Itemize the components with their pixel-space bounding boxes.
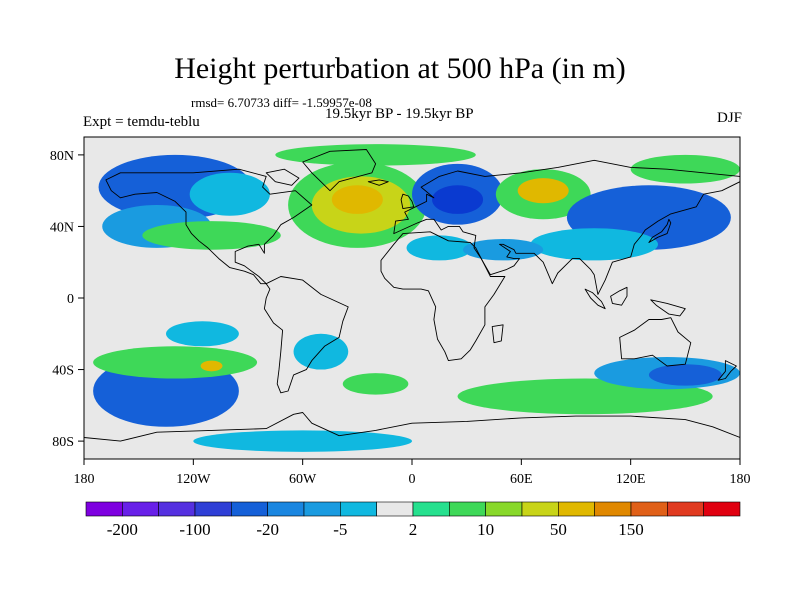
anomaly-region-14 [530,228,658,261]
colorbar-swatch [194,501,232,517]
coastline-baffin [265,168,300,186]
period-label: 19.5kyr BP - 19.5kyr BP [325,106,474,122]
colorbar-label: -5 [333,520,347,539]
lat-tick-label: 80N [50,149,74,164]
colorbar-swatch [303,501,341,517]
colorbar-swatch [158,501,196,517]
lon-tick-label: 120W [176,472,211,487]
coastline-north-america [105,168,313,285]
colorbar-swatch [558,501,595,517]
lon-tick-label: 60W [289,472,317,487]
anomaly-region-20 [293,333,349,370]
anomaly-region-5 [331,185,383,214]
colorbar-label: -200 [107,520,138,539]
colorbar-label: -20 [256,520,279,539]
coastline-uk [400,193,415,210]
colorbar-swatch [376,501,414,517]
anomaly-region-18 [93,346,258,379]
anomaly-region-15 [630,154,740,184]
anomaly-region-6 [275,144,476,166]
lon-tick-label: 180 [74,472,95,487]
coastline-new-guinea [650,299,686,317]
lon-tick-label: 60E [510,472,533,487]
colorbar-swatch [231,501,268,517]
colorbar: -200 -100 -20 -5 2 10 50 150 [85,501,741,539]
coastline-australia [619,317,692,367]
anomaly-region-9 [432,185,484,214]
colorbar-swatch [449,501,486,517]
map-axes: 80N 40N 0 40S 80S 180 120W 60W 0 60E 120E 180 [50,149,751,487]
coastline-south-america [263,276,349,394]
lat-tick-label: 40S [52,364,74,379]
anomaly-region-12 [517,178,569,204]
colorbar-label: 150 [618,520,644,539]
colorbar-swatch [485,501,523,517]
anomaly-region-2 [189,172,270,216]
colorbar-swatch [521,501,559,517]
coastline-antarctica [84,412,740,442]
coastline-new-zealand [717,360,737,381]
coastline-borneo [610,286,628,306]
figure-title: Height perturbation at 500 hPa (in m) [174,52,626,85]
colorbar-swatch [630,501,668,517]
coastline-sumatra [584,288,606,310]
coastline-greenland [302,149,377,192]
anomaly-region-21 [166,321,239,347]
anomaly-region-25 [342,373,409,395]
coastline-eurasia [393,159,740,295]
anomaly-region-26 [193,430,412,452]
season-label: DJF [716,110,742,126]
lat-tick-label: 80S [52,435,74,450]
lat-tick-label: 40N [50,220,74,235]
colorbar-swatch [412,501,450,517]
coastline-iceland [367,179,389,186]
colorbar-label: 50 [550,520,567,539]
colorbar-swatch [122,501,159,517]
lon-tick-label: 120E [616,472,646,487]
colorbar-swatch [594,501,632,517]
coastline-japan [648,218,672,243]
colorbar-swatch [85,501,123,517]
coastlines [84,149,740,442]
anomaly-region-24 [648,364,722,386]
colorbar-label: 2 [409,520,418,539]
anomaly-region-19 [200,360,223,372]
colorbar-label: 10 [477,520,494,539]
lon-tick-label: 180 [730,472,751,487]
anomaly-region-7 [142,221,281,250]
lon-tick-label: 0 [409,472,416,487]
colorbar-swatch [267,501,305,517]
coastline-madagascar [491,324,504,344]
anomaly-region-16 [463,238,544,261]
experiment-label: Expt = temdu-teblu [83,114,200,130]
coastline-africa [380,231,506,362]
rmsd-stats-label: rmsd= 6.70733 diff= -1.59957e-08 [191,95,372,110]
colorbar-swatch [667,501,704,517]
anomaly-region-10 [406,235,473,261]
colorbar-swatch [340,501,377,517]
colorbar-label: -100 [179,520,210,539]
lat-tick-label: 0 [67,292,74,307]
colorbar-swatch [703,501,741,517]
